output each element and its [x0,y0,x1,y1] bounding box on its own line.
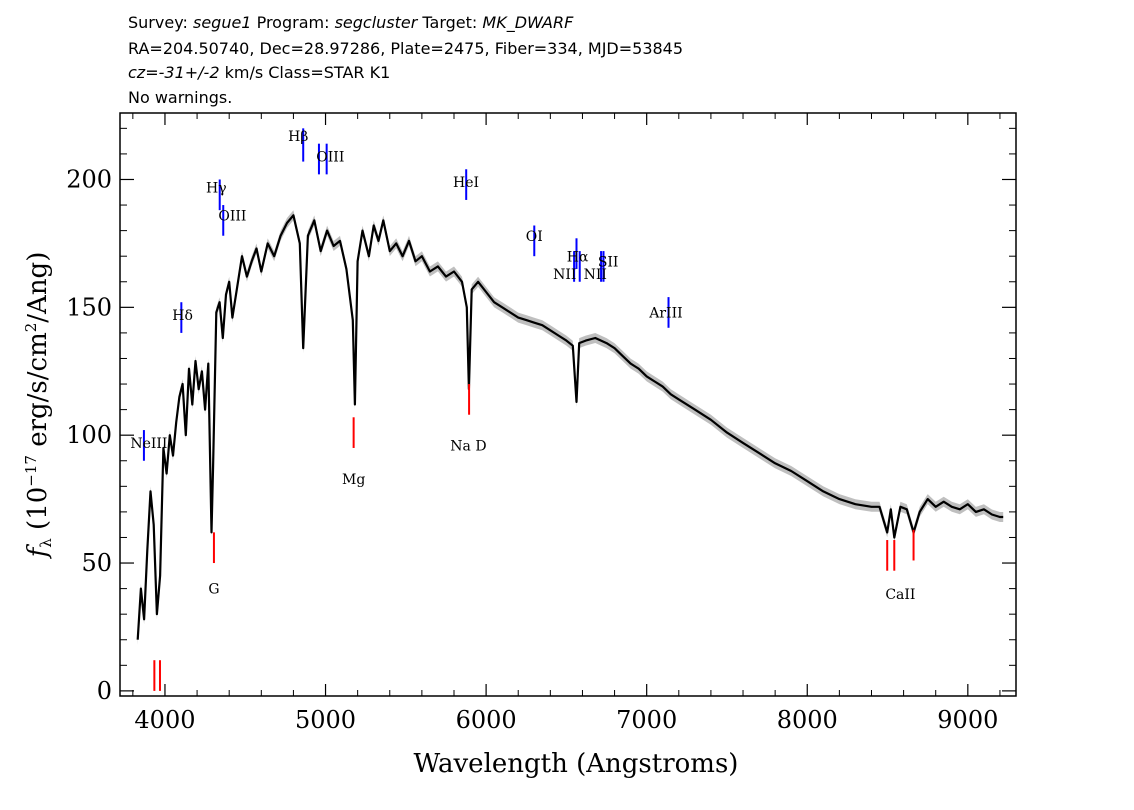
line-label: OIII [218,208,246,224]
y-title-sq: 2 [22,323,40,333]
spectrum-line [136,214,1004,640]
line-label: Hα [567,249,589,265]
line-label: CaII [885,587,915,603]
survey-value: segue1 [192,13,252,32]
header-line-2: RA=204.50740, Dec=28.97286, Plate=2475, … [128,39,684,58]
y-title-unit-a: (10 [23,487,53,539]
cz-rest: km/s Class=STAR K1 [219,63,391,82]
x-tick-label: 8000 [777,706,838,734]
y-title-exp: −17 [22,455,40,487]
y-tick-label: 200 [66,165,112,193]
line-label: SII [598,254,619,270]
x-tick-label: 5000 [295,706,356,734]
cz-label: cz= [128,63,159,82]
x-tick-label: 6000 [456,706,517,734]
header-line-4: No warnings. [128,88,233,107]
line-label: Hγ [206,180,227,196]
program-label: Program: [256,13,330,32]
line-label: NII [553,267,576,283]
y-tick-label: 0 [97,677,112,705]
line-label: NeIII [130,436,167,452]
line-label: Hδ [172,308,193,324]
x-axis-title: Wavelength (Angstroms) [414,749,739,779]
x-tick-label: 7000 [616,706,677,734]
y-tick-label: 150 [66,293,112,321]
line-label: OIII [316,150,344,166]
y-title-unit-b: erg/s/cm [23,332,53,455]
y-axis-title: fλ (10−17 erg/s/cm2/Ang) [22,252,55,560]
target-label: Target: [422,13,478,32]
y-title-lambda: λ [37,538,55,548]
plot-frame [119,112,1017,697]
line-label: Mg [342,472,365,488]
line-label: HeI [453,175,479,191]
line-label: G [208,582,219,598]
line-label: Na D [450,439,486,455]
line-label: NII [584,267,607,283]
y-title-unit-c: /Ang) [23,252,53,323]
x-tick-label: 9000 [937,706,998,734]
x-tick-label: 4000 [134,706,195,734]
cz-value: -31+/-2 [158,63,220,82]
line-label: Hβ [288,129,308,145]
y-tick-label: 100 [66,421,112,449]
line-label: OI [526,229,543,245]
program-value: segcluster [334,13,418,32]
header-line-3: cz=-31+/-2 km/s Class=STAR K1 [128,63,390,82]
y-tick-label: 50 [81,549,112,577]
line-label: ArIII [648,306,682,322]
header-line-1: Survey: segue1 Program: segcluster Targe… [128,13,573,32]
target-value: MK_DWARF [482,13,574,32]
survey-label: Survey: [128,13,188,32]
